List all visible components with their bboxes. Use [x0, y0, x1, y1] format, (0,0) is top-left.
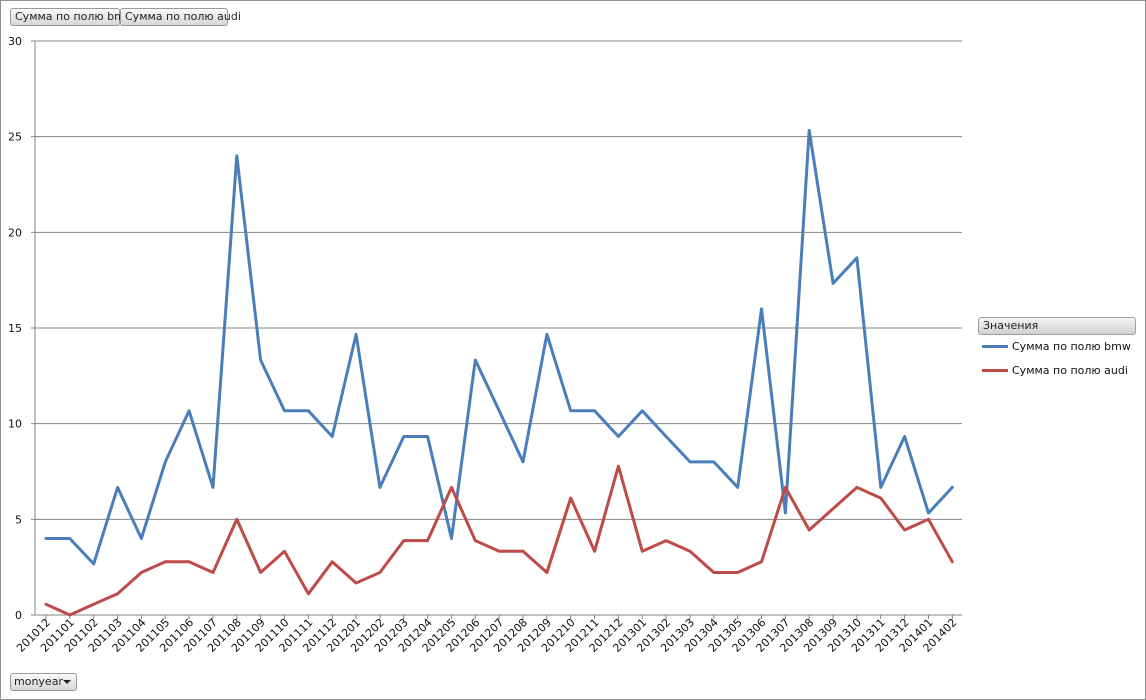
y-tick-label: 15	[8, 322, 22, 335]
y-tick-label: 0	[15, 609, 22, 622]
legend-swatch-audi	[982, 368, 1008, 372]
legend-label-audi: Сумма по полю audi	[1012, 364, 1128, 377]
series-line-audi	[44, 464, 954, 617]
y-tick-label: 30	[8, 35, 22, 48]
legend-item-audi: Сумма по полю audi	[982, 363, 1128, 379]
monyear-label: monyear	[14, 675, 63, 688]
legend-swatch-bmw	[982, 344, 1008, 348]
y-tick-label: 20	[8, 226, 22, 239]
chevron-down-icon	[63, 680, 71, 684]
y-tick-label: 5	[15, 513, 22, 526]
legend-label-bmw: Сумма по полю bmw	[1012, 340, 1131, 353]
y-tick-label: 25	[8, 131, 22, 144]
legend-header-button[interactable]: Значения	[978, 317, 1136, 335]
legend-item-bmw: Сумма по полю bmw	[982, 339, 1131, 355]
y-tick-label: 10	[8, 418, 22, 431]
field-button-audi[interactable]: Сумма по полю audi	[120, 8, 241, 26]
field-button-bmw[interactable]: Сумма по полю bmw	[10, 8, 134, 26]
series-line-bmw	[44, 128, 954, 566]
monyear-axis-dropdown[interactable]: monyear	[10, 673, 77, 691]
